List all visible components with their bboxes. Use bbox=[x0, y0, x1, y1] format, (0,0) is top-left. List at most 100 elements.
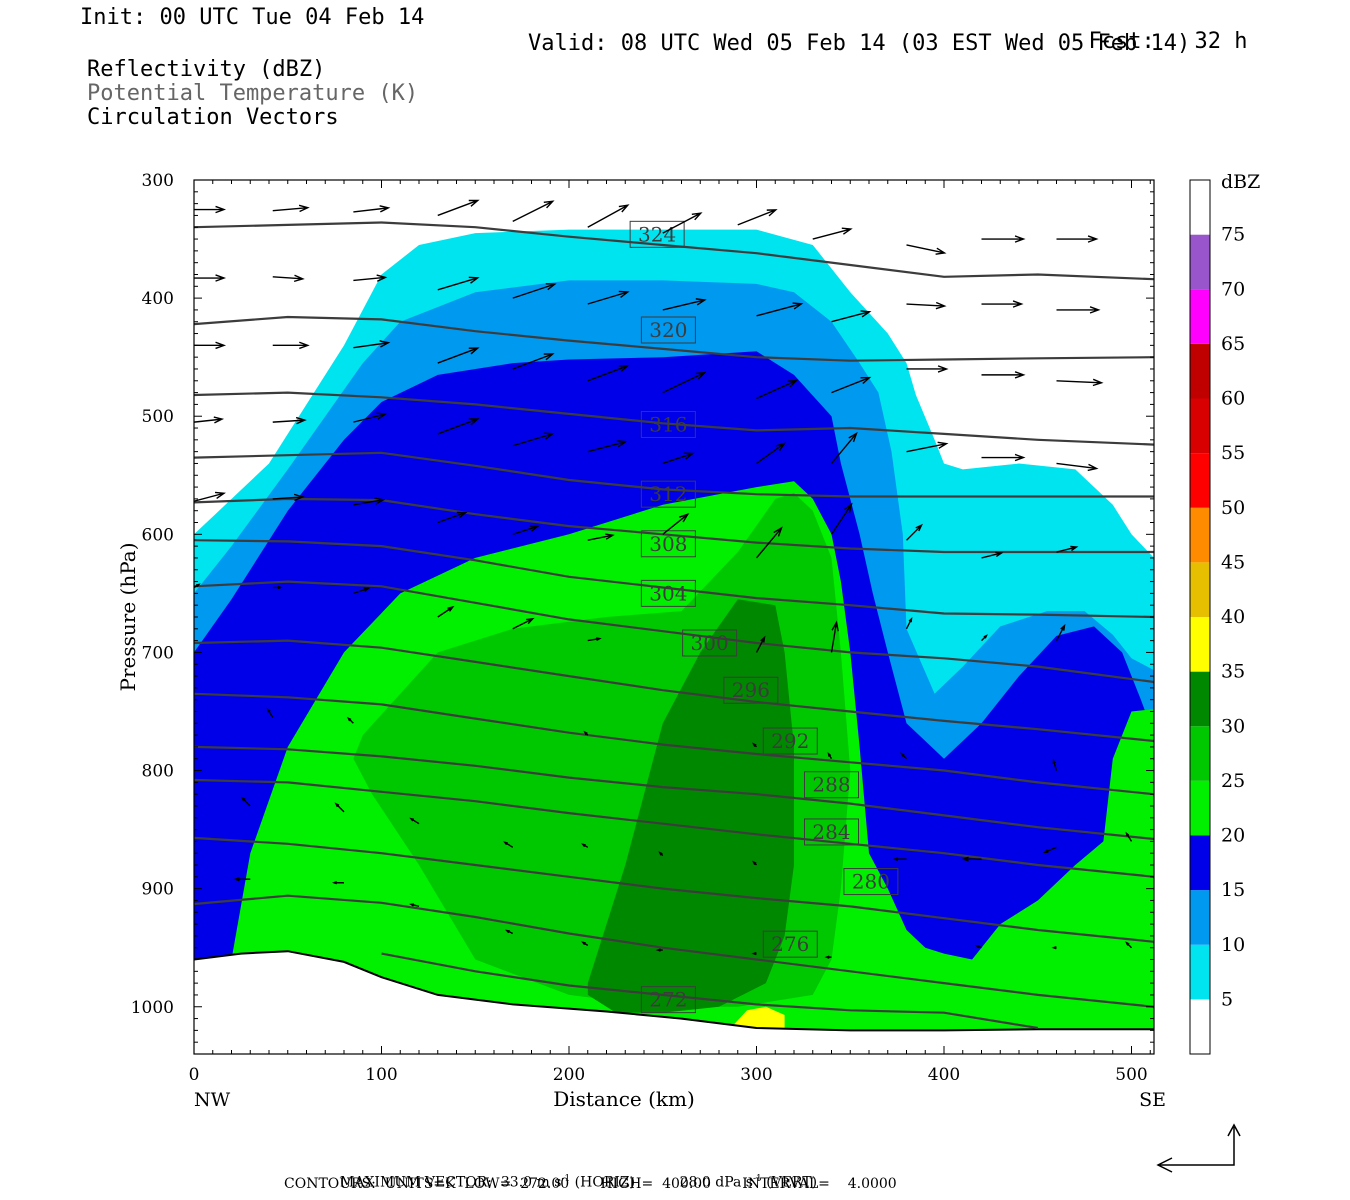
vector-arrow-19 bbox=[756, 302, 804, 317]
colorbar-swatch-4 bbox=[1190, 780, 1210, 836]
theta-312-line bbox=[194, 451, 1154, 498]
vector-arrow-85 bbox=[892, 857, 907, 862]
colorbar-level-55: 55 bbox=[1221, 442, 1245, 464]
x-tick-label-200: 200 bbox=[553, 1065, 585, 1085]
vector-arrow-12 bbox=[194, 274, 227, 282]
colorbar-level-20: 20 bbox=[1221, 825, 1245, 847]
vector-arrow-95 bbox=[751, 951, 757, 956]
vector-arrow-35 bbox=[1056, 378, 1104, 387]
theta-292-label: 292 bbox=[771, 729, 809, 753]
vector-arrow-42 bbox=[662, 452, 695, 465]
theta-280-box bbox=[843, 868, 899, 896]
colorbar-title: dBZ bbox=[1221, 171, 1260, 193]
theta-308-box bbox=[640, 530, 696, 558]
x-tick-label-0: 0 bbox=[189, 1065, 200, 1085]
vector-arrow-11 bbox=[1056, 235, 1099, 243]
theta-300-label: 300 bbox=[691, 631, 729, 655]
x-tick-label-300: 300 bbox=[740, 1065, 772, 1085]
theta-304-label: 304 bbox=[649, 581, 687, 605]
colorbar-swatch-3 bbox=[1190, 835, 1210, 891]
vector-arrow-34 bbox=[981, 371, 1026, 379]
terrain bbox=[193, 950, 1154, 1054]
dbz-30-region bbox=[587, 599, 794, 1013]
forecast-hour-label: Fcst: 32 h bbox=[1062, 6, 1248, 54]
vector-arrow-9 bbox=[906, 244, 947, 255]
colorbar-swatch-0 bbox=[1190, 999, 1210, 1054]
colorbar-level-35: 35 bbox=[1221, 661, 1245, 683]
theta-276-line bbox=[194, 894, 1154, 1008]
vector-arrow-99 bbox=[1125, 941, 1132, 949]
reference-vector-icon bbox=[1156, 1123, 1241, 1173]
theta-288-line bbox=[194, 745, 1154, 841]
colorbar-level-75: 75 bbox=[1221, 224, 1245, 246]
x-tick-label-500: 500 bbox=[1115, 1065, 1147, 1085]
terrain-line bbox=[193, 950, 1154, 1032]
theta-312-box bbox=[640, 480, 696, 508]
theta-312-label: 312 bbox=[649, 482, 687, 506]
vector-arrow-41 bbox=[587, 440, 628, 453]
max-vector-label: MAXIMUM VECTOR: bbox=[340, 1174, 492, 1191]
vector-arrow-8 bbox=[812, 227, 853, 240]
vector-arrow-88 bbox=[1125, 831, 1133, 842]
x-end-label-right: SE bbox=[1139, 1089, 1166, 1111]
vector-arrow-36 bbox=[194, 416, 225, 424]
vector-arrow-66 bbox=[755, 635, 766, 653]
vector-arrow-47 bbox=[1056, 462, 1099, 472]
theta-292-box bbox=[762, 727, 818, 755]
vector-arrow-90 bbox=[331, 881, 344, 885]
y-tick-label-400: 400 bbox=[142, 289, 174, 309]
colorbar-swatch-9 bbox=[1190, 507, 1210, 563]
theta-308-label: 308 bbox=[649, 532, 687, 556]
field-3-label: Circulation Vectors bbox=[87, 105, 339, 130]
vector-arrow-21 bbox=[906, 301, 947, 310]
vector-arrow-23 bbox=[1056, 306, 1101, 314]
fcst-value: 32 h bbox=[1194, 29, 1248, 54]
colorbar-level-65: 65 bbox=[1221, 333, 1245, 355]
vector-arrow-18 bbox=[662, 298, 707, 311]
vector-arrow-86 bbox=[961, 856, 982, 862]
vector-arrow-87 bbox=[1042, 846, 1057, 854]
vector-arrow-22 bbox=[981, 300, 1024, 308]
colorbar-swatch-2 bbox=[1190, 890, 1210, 945]
vector-arrow-82 bbox=[580, 843, 589, 848]
theta-284-label: 284 bbox=[812, 820, 850, 844]
theta-284-box bbox=[804, 818, 859, 846]
theta-304-box bbox=[640, 579, 696, 607]
vector-arrow-37 bbox=[272, 416, 307, 425]
vector-arrow-64 bbox=[512, 617, 535, 630]
vector-arrow-20 bbox=[831, 310, 872, 323]
horiz-unit: (HORIZ) bbox=[574, 1174, 636, 1191]
circulation-vectors bbox=[194, 199, 1133, 959]
colorbar-level-60: 60 bbox=[1221, 388, 1245, 410]
valid-time-label: Valid: 08 UTC Wed 05 Feb 14 (03 EST Wed … bbox=[528, 31, 1191, 56]
vector-arrow-38 bbox=[353, 412, 388, 423]
vector-arrow-25 bbox=[272, 341, 310, 350]
theta-304-line bbox=[194, 539, 1154, 619]
vert-exp: -1 bbox=[752, 1174, 762, 1184]
colorbar-level-30: 30 bbox=[1221, 715, 1245, 737]
vector-arrow-31 bbox=[756, 379, 799, 400]
y-tick-label-500: 500 bbox=[142, 407, 174, 427]
theta-300-line bbox=[194, 580, 1154, 684]
vector-arrow-6 bbox=[662, 212, 703, 234]
vector-arrow-33 bbox=[906, 365, 949, 373]
vector-arrow-28 bbox=[512, 353, 555, 370]
y-axis-title: Pressure (hPa) bbox=[116, 543, 140, 692]
vector-arrow-62 bbox=[353, 587, 371, 595]
vector-arrow-78 bbox=[240, 796, 251, 807]
theta-324-label: 324 bbox=[638, 222, 676, 246]
colorbar-level-10: 10 bbox=[1221, 934, 1245, 956]
theta-296-label: 296 bbox=[732, 678, 770, 702]
vector-arrow-79 bbox=[334, 802, 345, 813]
vector-arrow-52 bbox=[512, 525, 540, 535]
field-1-label: Reflectivity (dBZ) bbox=[87, 57, 326, 82]
theta-272-box bbox=[640, 986, 696, 1014]
vector-arrow-68 bbox=[905, 616, 913, 630]
theta-288-label: 288 bbox=[812, 773, 850, 797]
vector-arrow-65 bbox=[587, 637, 602, 642]
vector-arrow-76 bbox=[900, 752, 907, 760]
theta-276-box bbox=[762, 930, 818, 958]
vector-arrow-94 bbox=[655, 948, 663, 952]
colorbar-level-50: 50 bbox=[1221, 497, 1245, 519]
